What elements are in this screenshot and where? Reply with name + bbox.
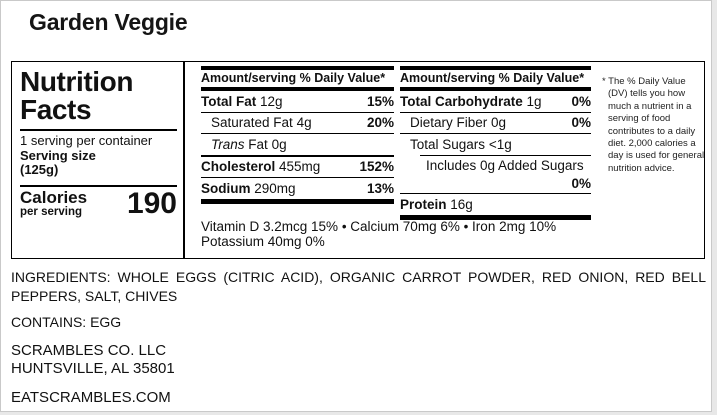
thick-rule xyxy=(400,87,591,91)
nutrient-name: Sodium 290mg xyxy=(201,180,296,196)
nutrient-name: Protein 16g xyxy=(400,196,473,212)
nutrient-row-total-carbohydrate: Total Carbohydrate 1g 0% xyxy=(400,91,591,112)
thick-rule xyxy=(201,66,394,70)
divider xyxy=(201,154,394,157)
website-url: EATSCRAMBLES.COM xyxy=(11,389,171,406)
nutrition-facts-panel: Nutrition Facts 1 serving per container … xyxy=(12,62,185,258)
nutrient-name: Trans Fat 0g xyxy=(211,136,287,152)
daily-value: 0% xyxy=(571,93,591,109)
nutrient-row-cholesterol: Cholesterol 455mg 152% xyxy=(201,157,394,178)
dv-footnote: * The % Daily Value (DV) tells you how m… xyxy=(602,76,705,174)
divider xyxy=(201,133,394,134)
nutrition-facts-title: Nutrition Facts xyxy=(20,68,177,124)
nutrient-name: Includes 0g Added Sugars xyxy=(426,158,584,173)
daily-value: 0% xyxy=(571,115,591,130)
nutrient-amount: 0g xyxy=(491,115,507,130)
serving-size-label: Serving size xyxy=(20,147,96,163)
manufacturer-city: HUNTSVILLE, AL 35801 xyxy=(11,359,175,377)
nutrient-amount: 1g xyxy=(526,93,542,109)
nutrient-row-total-sugars: Total Sugars <1g xyxy=(400,134,591,155)
nutrient-amount: 455mg xyxy=(279,159,321,174)
nutrient-column-2: Amount/serving % Daily Value* Total Carb… xyxy=(400,66,591,220)
nutrient-row-dietary-fiber: Dietary Fiber 0g 0% xyxy=(400,113,591,134)
nutrient-row-protein: Protein 16g xyxy=(400,194,591,215)
divider xyxy=(201,111,394,113)
nutrient-amount: <1g xyxy=(488,136,512,152)
nutrient-amount: 4g xyxy=(296,115,312,130)
divider xyxy=(420,154,591,156)
nutrition-label: Nutrition Facts 1 serving per container … xyxy=(11,61,705,259)
nutrient-amount: 16g xyxy=(450,196,473,212)
nutrient-row-trans-fat: Trans Fat 0g xyxy=(201,134,394,155)
thick-rule xyxy=(201,87,394,91)
daily-value: 20% xyxy=(366,115,394,130)
manufacturer-name: SCRAMBLES CO. LLC xyxy=(11,342,167,359)
micronutrients-line2: Potassium 40mg 0% xyxy=(201,233,325,249)
ingredients-text: INGREDIENTS: WHOLE EGGS (CITRIC ACID), O… xyxy=(11,269,706,304)
divider xyxy=(20,184,177,187)
nutrition-facts-title-line1: Nutrition xyxy=(20,66,134,97)
contains-text: CONTAINS: EGG xyxy=(11,314,122,330)
nutrient-name: Total Sugars <1g xyxy=(410,136,512,152)
nutrient-amount: 12g xyxy=(260,93,283,109)
daily-value: 15% xyxy=(366,93,394,109)
divider xyxy=(400,133,591,134)
serving-size-value: (125g) xyxy=(20,162,59,177)
thick-rule xyxy=(201,198,394,204)
column-header: Amount/serving % Daily Value* xyxy=(400,71,585,85)
page-title: Garden Veggie xyxy=(29,9,188,35)
micronutrients-line1: Vitamin D 3.2mcg 15% • Calcium 70mg 6% •… xyxy=(201,219,557,234)
thick-rule xyxy=(400,66,591,70)
nutrition-facts-title-line2: Facts xyxy=(20,94,92,125)
nutrient-amount: 290mg xyxy=(254,180,296,196)
divider xyxy=(20,129,177,131)
calories-value: 190 xyxy=(126,187,177,220)
nutrient-name: Total Carbohydrate 1g xyxy=(400,93,542,109)
nutrient-row-total-fat: Total Fat 12g 15% xyxy=(201,91,394,112)
calories-sublabel: per serving xyxy=(20,206,82,218)
micronutrients: Vitamin D 3.2mcg 15% • Calcium 70mg 6% •… xyxy=(201,219,601,249)
servings-per-container: 1 serving per container xyxy=(20,133,153,148)
nutrient-name: Cholesterol 455mg xyxy=(201,159,321,174)
daily-value: 152% xyxy=(359,159,394,174)
daily-value: 13% xyxy=(366,180,394,196)
column-header: Amount/serving % Daily Value* xyxy=(201,71,386,85)
calories-label: Calories xyxy=(20,188,88,207)
nutrient-row-sodium: Sodium 290mg 13% xyxy=(201,178,394,199)
manufacturer-address: SCRAMBLES CO. LLC HUNTSVILLE, AL 35801 xyxy=(11,342,175,377)
calories-label-group: Calories per serving xyxy=(20,188,88,218)
daily-value: 0% xyxy=(571,176,591,191)
divider xyxy=(201,177,394,178)
nutrient-name: Saturated Fat 4g xyxy=(211,115,312,130)
thick-rule xyxy=(400,214,591,220)
nutrient-row-saturated-fat: Saturated Fat 4g 20% xyxy=(201,113,394,134)
divider xyxy=(400,193,591,194)
nutrient-amount: 0g xyxy=(271,136,287,152)
nutrient-name: Dietary Fiber 0g xyxy=(410,115,507,130)
nutrient-column-1: Amount/serving % Daily Value* Total Fat … xyxy=(201,66,394,204)
nutrient-row-added-sugars: Includes 0g Added Sugars xyxy=(400,156,591,177)
calories-row: Calories per serving 190 xyxy=(20,187,177,220)
divider xyxy=(400,111,591,113)
nutrient-name: Total Fat 12g xyxy=(201,93,283,109)
